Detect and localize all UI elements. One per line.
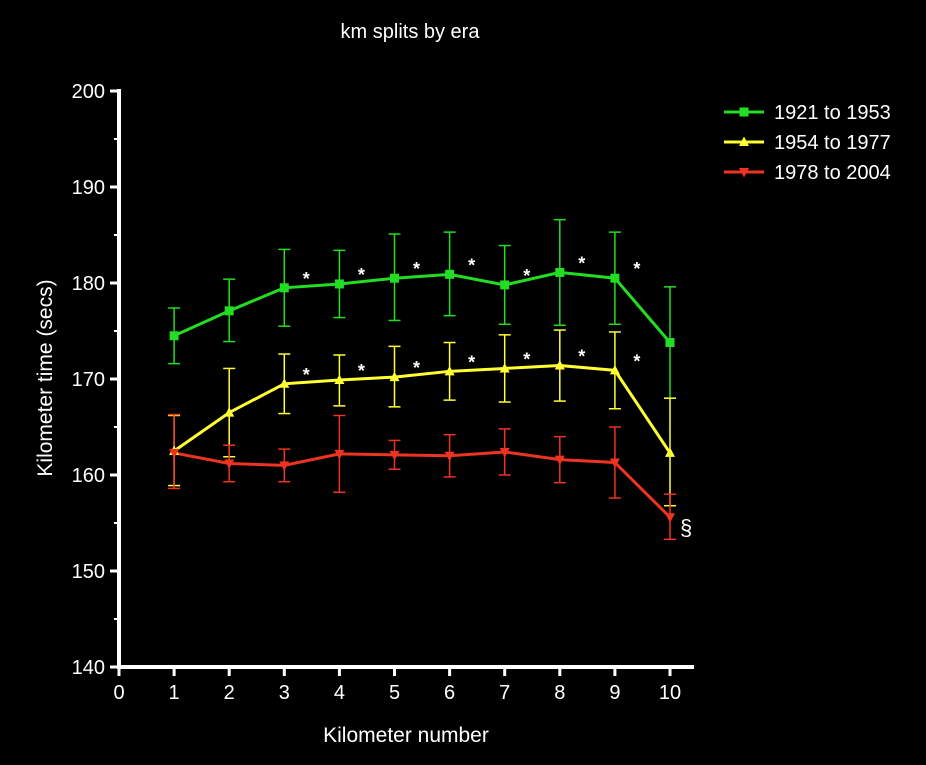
data-point — [609, 458, 620, 469]
significance-marker: * — [358, 361, 365, 381]
data-point — [279, 378, 290, 388]
series-markers — [169, 267, 675, 523]
significance-marker: * — [523, 349, 530, 369]
data-point — [665, 447, 675, 457]
significance-marker: * — [523, 266, 530, 286]
data-point — [224, 459, 235, 469]
x-tick-label: 9 — [609, 682, 620, 704]
x-tick-label: 1 — [169, 682, 180, 704]
data-point — [334, 279, 344, 289]
data-point — [169, 448, 180, 459]
data-point — [389, 450, 400, 461]
axes: 140 150 160 170 180 190 200 0 1 2 3 4 5 6 7 8 9 10 — [72, 81, 694, 704]
data-point — [224, 407, 235, 417]
data-point — [554, 360, 565, 370]
y-axis-label: Kilometer time (secs) — [34, 279, 57, 476]
data-point — [169, 331, 179, 341]
data-point — [390, 273, 399, 283]
x-tick-label: 4 — [334, 682, 345, 704]
significance-marker: * — [468, 352, 475, 372]
significance-marker: * — [358, 265, 365, 285]
data-point — [609, 364, 620, 375]
data-point — [499, 447, 510, 458]
y-tick-label: 200 — [72, 81, 105, 103]
x-tick-label: 3 — [279, 682, 290, 704]
data-point — [445, 269, 455, 279]
significance-marker: * — [578, 347, 585, 367]
legend-label: 1954 to 1977 — [774, 132, 891, 154]
legend-label: 1921 to 1953 — [774, 102, 891, 124]
series-line — [173, 364, 672, 454]
significance-marker: * — [633, 259, 640, 279]
data-point — [444, 451, 455, 462]
significance-marker: * — [303, 365, 310, 385]
significance-marker: * — [413, 358, 420, 378]
data-point — [334, 449, 345, 460]
data-point — [279, 283, 289, 293]
x-tick-label: 7 — [499, 682, 510, 704]
y-tick-label: 150 — [72, 561, 105, 583]
legend-marker — [739, 168, 749, 178]
series-line — [173, 270, 672, 344]
data-point — [224, 306, 234, 316]
data-point — [554, 455, 565, 466]
legend-marker — [739, 136, 749, 146]
legend-marker — [739, 107, 749, 117]
error-bars — [168, 218, 676, 541]
x-axis-label: Kilometer number — [323, 724, 489, 747]
x-tick-label: 10 — [659, 682, 681, 704]
chart-title: km splits by era — [341, 21, 481, 43]
annotations: * * * * * * * * * * * * * * § — [303, 253, 692, 540]
y-tick-label: 170 — [72, 369, 105, 391]
significance-marker: * — [413, 259, 420, 279]
legend-label: 1978 to 2004 — [774, 162, 891, 184]
data-point — [334, 374, 345, 384]
data-point — [499, 362, 510, 373]
data-point — [665, 338, 675, 348]
legend: 1921 to 1953 1954 to 1977 1978 to 2004 — [724, 102, 891, 184]
annotation-marker: § — [680, 515, 692, 540]
series-line — [173, 450, 672, 519]
x-tick-label: 5 — [389, 682, 400, 704]
significance-marker: * — [578, 253, 585, 273]
series-lines — [173, 270, 672, 519]
significance-marker: * — [468, 255, 475, 275]
y-tick-label: 180 — [72, 273, 105, 295]
x-tick-label: 0 — [113, 682, 124, 704]
data-point — [610, 273, 620, 283]
data-point — [444, 365, 455, 376]
data-point — [665, 513, 675, 523]
x-tick-label: 2 — [224, 682, 235, 704]
significance-marker: * — [303, 269, 310, 289]
x-tick-label: 8 — [554, 682, 565, 704]
data-point — [279, 461, 290, 471]
data-point — [389, 371, 400, 382]
data-point — [555, 267, 565, 277]
y-tick-label: 190 — [72, 177, 105, 199]
data-point — [500, 280, 510, 290]
y-tick-label: 140 — [72, 657, 105, 679]
y-tick-label: 160 — [72, 465, 105, 487]
x-tick-label: 6 — [444, 682, 455, 704]
significance-marker: * — [633, 351, 640, 371]
